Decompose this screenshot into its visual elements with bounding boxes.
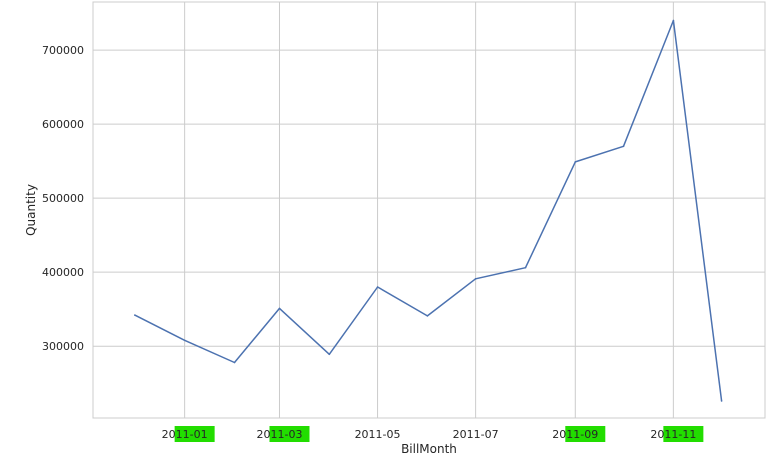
- x-tick-label: 2011-11: [650, 428, 696, 441]
- x-tick-label: 2011-05: [355, 428, 401, 441]
- tick-highlights: [174, 426, 704, 442]
- data-point: [426, 315, 429, 317]
- tick-highlight: [565, 426, 606, 442]
- x-tick-labels: 2011-01 2011-03 2011-05 2011-07 2011-09 2011-…: [162, 428, 697, 441]
- y-tick-label: 500000: [42, 192, 84, 205]
- tick-highlight: [174, 426, 215, 442]
- data-point: [183, 339, 186, 342]
- y-tick-labels: 300000 400000 500000 600000 700000: [42, 44, 84, 353]
- data-point: [134, 314, 136, 316]
- series-line: [134, 19, 723, 402]
- x-tick-label: 2011-09: [552, 428, 598, 441]
- data-point: [474, 278, 477, 280]
- data-point: [278, 307, 281, 310]
- data-point: [720, 400, 723, 402]
- y-axis-label: Quantity: [24, 184, 38, 236]
- data-point: [622, 145, 625, 148]
- y-tick-label: 300000: [42, 340, 84, 353]
- data-point: [233, 361, 236, 364]
- grid: [93, 2, 765, 418]
- data-point: [524, 266, 527, 269]
- y-tick-label: 400000: [42, 266, 84, 279]
- x-axis-label: BillMonth: [401, 442, 457, 455]
- data-points: [134, 19, 723, 402]
- tick-highlight: [269, 426, 310, 442]
- data-point: [672, 19, 675, 22]
- data-point: [328, 353, 331, 356]
- data-point: [574, 161, 577, 163]
- x-tick-label: 2011-07: [453, 428, 499, 441]
- y-tick-label: 700000: [42, 44, 84, 57]
- y-tick-label: 600000: [42, 118, 84, 131]
- x-tick-label: 2011-03: [257, 428, 303, 441]
- plot-frame: [92, 1, 766, 419]
- x-tick-label: 2011-01: [162, 428, 208, 441]
- data-point: [376, 286, 379, 288]
- tick-highlight: [663, 426, 704, 442]
